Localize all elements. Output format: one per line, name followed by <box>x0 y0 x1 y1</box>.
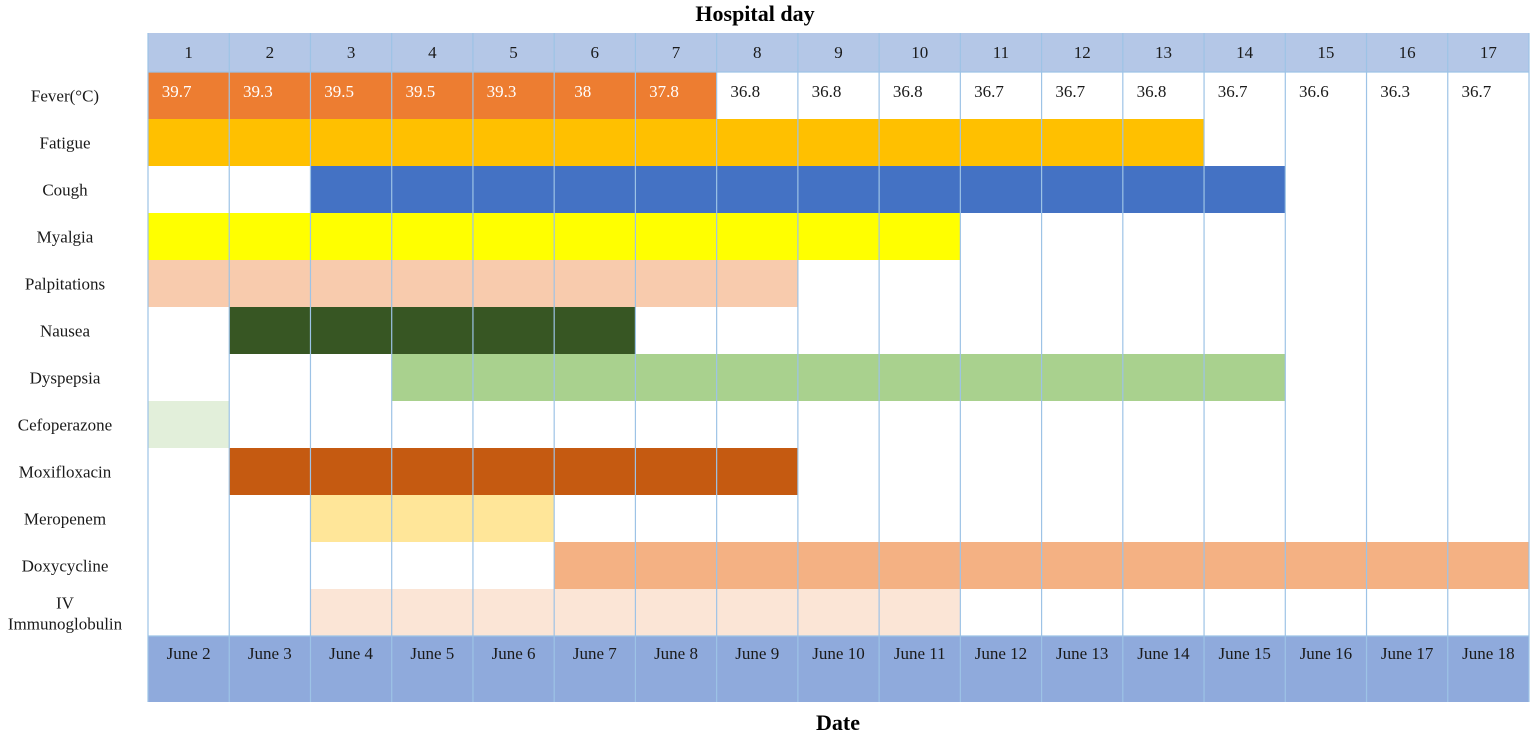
day-number-label: 6 <box>591 43 600 62</box>
fever-value-label: 39.7 <box>162 82 192 101</box>
nausea-bar <box>229 307 636 354</box>
day-number-label: 12 <box>1074 43 1091 62</box>
row-label: Meropenem <box>24 510 106 529</box>
row-label: Nausea <box>40 322 90 341</box>
chart-title: Hospital day <box>695 1 814 26</box>
date-label: June 16 <box>1300 644 1352 663</box>
day-number-label: 15 <box>1317 43 1334 62</box>
meropenem-bar <box>310 495 555 542</box>
date-label: June 8 <box>654 644 698 663</box>
fever-value-label: 36.8 <box>1137 82 1167 101</box>
fever-value-label: 36.8 <box>730 82 760 101</box>
date-label: June 13 <box>1056 644 1108 663</box>
date-label: June 4 <box>329 644 373 663</box>
row-label: Cough <box>42 181 88 200</box>
day-number-label: 17 <box>1480 43 1498 62</box>
row-label: Dyspepsia <box>30 369 101 388</box>
fever-high-bar <box>148 72 717 119</box>
date-label: June 15 <box>1218 644 1270 663</box>
cefoperazone-bar <box>148 401 230 448</box>
date-label: June 18 <box>1462 644 1514 663</box>
date-label: June 14 <box>1137 644 1190 663</box>
day-number-label: 7 <box>672 43 681 62</box>
fever-value-label: 39.5 <box>405 82 435 101</box>
day-number-label: 5 <box>509 43 518 62</box>
row-label: Fever(°C) <box>31 87 99 106</box>
day-number-label: 4 <box>428 43 437 62</box>
fatigue-bar <box>148 119 1205 166</box>
date-label: June 3 <box>248 644 292 663</box>
day-number-label: 10 <box>911 43 928 62</box>
date-label: June 17 <box>1381 644 1434 663</box>
day-number-label: 3 <box>347 43 356 62</box>
row-label: Palpitations <box>25 275 105 294</box>
date-label: June 11 <box>894 644 946 663</box>
row-label: Doxycycline <box>22 557 109 576</box>
row-label: Cefoperazone <box>18 416 112 435</box>
row-label: Moxifloxacin <box>19 463 112 482</box>
day-number-label: 14 <box>1236 43 1254 62</box>
date-label: June 2 <box>167 644 211 663</box>
row-label: IV <box>56 594 75 613</box>
fever-value-label: 36.7 <box>1218 82 1248 101</box>
fever-value-label: 36.8 <box>893 82 923 101</box>
day-number-label: 16 <box>1399 43 1416 62</box>
day-number-label: 1 <box>184 43 193 62</box>
fever-value-label: 36.8 <box>812 82 842 101</box>
hospital-day-header-band <box>148 33 1529 72</box>
date-label: June 5 <box>410 644 454 663</box>
fever-value-label: 36.3 <box>1380 82 1410 101</box>
date-label: June 9 <box>735 644 779 663</box>
fever-value-label: 36.6 <box>1299 82 1329 101</box>
day-number-label: 9 <box>834 43 843 62</box>
fever-value-label: 39.3 <box>487 82 517 101</box>
date-row-band <box>148 636 1529 702</box>
row-label: Fatigue <box>40 134 91 153</box>
date-label: June 7 <box>573 644 617 663</box>
x-axis-label: Date <box>816 710 860 735</box>
fever-value-label: 39.3 <box>243 82 273 101</box>
fever-value-label: 36.7 <box>1055 82 1085 101</box>
row-label: Immunoglobulin <box>8 615 123 634</box>
fever-value-label: 38 <box>574 82 591 101</box>
moxifloxacin-bar <box>229 448 798 495</box>
date-label: June 12 <box>975 644 1027 663</box>
row-label: Myalgia <box>37 228 94 247</box>
day-number-label: 8 <box>753 43 762 62</box>
fever-value-label: 37.8 <box>649 82 679 101</box>
date-label: June 10 <box>812 644 864 663</box>
fever-value-label: 36.7 <box>1462 82 1492 101</box>
fever-value-label: 39.5 <box>324 82 354 101</box>
day-number-label: 11 <box>993 43 1009 62</box>
date-label: June 6 <box>492 644 536 663</box>
fever-value-label: 36.7 <box>974 82 1004 101</box>
dyspepsia-bar <box>391 354 1286 401</box>
day-number-label: 2 <box>266 43 275 62</box>
day-number-label: 13 <box>1155 43 1172 62</box>
